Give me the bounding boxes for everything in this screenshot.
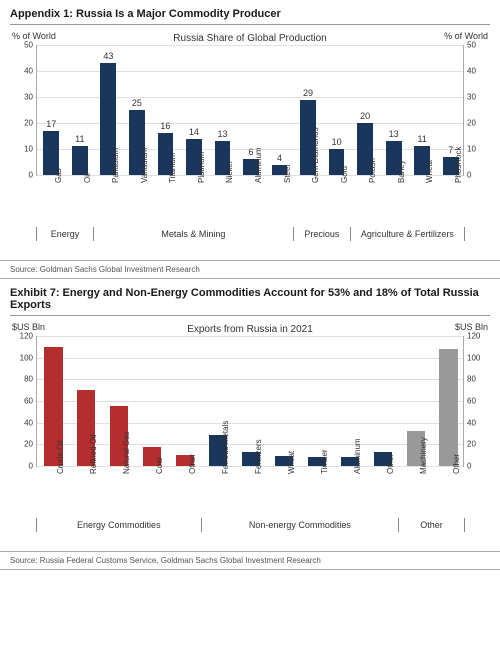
ytick: 120: [15, 332, 33, 341]
ytick: 50: [467, 41, 485, 50]
category-label: Other: [188, 454, 197, 474]
chart1-source: Source: Goldman Sachs Global Investment …: [0, 260, 500, 279]
category-label: Barley: [397, 160, 406, 183]
chart1-ylabel-right: % of World: [444, 31, 488, 41]
chart1-title: Appendix 1: Russia Is a Major Commodity …: [10, 8, 490, 25]
category-label: Aluminum: [353, 438, 362, 474]
category-label: Coal: [155, 458, 164, 474]
ytick: 80: [467, 375, 485, 384]
ytick: 10: [15, 145, 33, 154]
chart1-plot: 0010102020303040405050171143251614136429…: [36, 45, 464, 176]
ytick: 100: [15, 353, 33, 362]
chart1-groups: EnergyMetals & MiningPreciousAgriculture…: [36, 227, 464, 243]
chart1-panel: Appendix 1: Russia Is a Major Commodity …: [0, 0, 500, 260]
bar-value: 29: [303, 88, 313, 98]
ytick: 20: [15, 440, 33, 449]
group-label: Non-energy Commodities: [201, 518, 400, 532]
chart2-subtitle: Exports from Russia in 2021: [10, 324, 490, 335]
ytick: 0: [15, 171, 33, 180]
ytick: 20: [467, 440, 485, 449]
category-label: Other: [452, 454, 461, 474]
bar-value: 25: [132, 98, 142, 108]
ytick: 10: [467, 145, 485, 154]
chart2-panel: Exhibit 7: Energy and Non-Energy Commodi…: [0, 279, 500, 551]
bar-value: 43: [103, 51, 113, 61]
group-label: Agriculture & Fertilizers: [350, 227, 465, 241]
bar-value: 10: [332, 137, 342, 147]
bar: [439, 349, 457, 466]
category-label: Titanium: [168, 153, 177, 183]
ytick: 40: [467, 67, 485, 76]
bar-value: 16: [160, 121, 170, 131]
category-label: Gem Diamonds: [311, 127, 320, 183]
group-label: Energy: [36, 227, 94, 241]
category-label: Aluminum: [254, 147, 263, 183]
ytick: 60: [15, 397, 33, 406]
ytick: 40: [15, 418, 33, 427]
ytick: 0: [467, 171, 485, 180]
ytick: 80: [15, 375, 33, 384]
category-label: Natural Gas: [122, 431, 131, 474]
category-label: Gold: [340, 166, 349, 183]
bar-value: 11: [418, 134, 427, 144]
chart2-ylabel-right: $US Bln: [455, 322, 488, 332]
category-label: PhosRock: [454, 147, 463, 183]
category-label: Ferrous Metals: [221, 421, 230, 474]
chart1-area: % of World Russia Share of Global Produc…: [10, 31, 490, 256]
bar-value: 17: [46, 119, 56, 129]
category-label: Nickel: [225, 161, 234, 183]
category-label: Fertilizers: [254, 439, 263, 474]
category-label: Platinum: [197, 152, 206, 183]
category-label: Crude Oil: [56, 440, 65, 474]
category-label: Other: [386, 454, 395, 474]
chart2-plot: 002020404060608080100100120120: [36, 336, 464, 467]
ytick: 30: [467, 93, 485, 102]
category-label: Wheat: [425, 160, 434, 183]
ytick: 40: [15, 67, 33, 76]
chart2-title: Exhibit 7: Energy and Non-Energy Commodi…: [10, 287, 490, 316]
category-label: Potash: [368, 158, 377, 183]
bar: [72, 146, 88, 175]
category-label: Timber: [320, 449, 329, 474]
group-label: Other: [398, 518, 465, 532]
category-label: Palladium: [111, 148, 120, 183]
category-label: Vanadium: [140, 148, 149, 183]
bar-value: 13: [217, 129, 227, 139]
bar-value: 4: [277, 153, 282, 163]
bar-value: 11: [75, 134, 84, 144]
group-label: Metals & Mining: [93, 227, 294, 241]
ytick: 40: [467, 418, 485, 427]
ytick: 50: [15, 41, 33, 50]
bar-value: 20: [360, 111, 370, 121]
group-label: Precious: [293, 227, 351, 241]
chart2-source: Source: Russia Federal Customs Service, …: [0, 551, 500, 570]
category-label: Steel: [283, 165, 292, 183]
ytick: 20: [15, 119, 33, 128]
chart1-subtitle: Russia Share of Global Production: [10, 33, 490, 44]
chart2-area: $US Bln Exports from Russia in 2021 $US …: [10, 322, 490, 547]
ytick: 0: [467, 462, 485, 471]
ytick: 20: [467, 119, 485, 128]
ytick: 100: [467, 353, 485, 362]
ytick: 30: [15, 93, 33, 102]
ytick: 0: [15, 462, 33, 471]
ytick: 60: [467, 397, 485, 406]
category-label: Gas: [54, 168, 63, 183]
bar-value: 6: [248, 147, 253, 157]
bar-value: 14: [189, 127, 199, 137]
bar-value: 13: [389, 129, 399, 139]
ytick: 120: [467, 332, 485, 341]
category-label: Machinery: [419, 437, 428, 474]
bar-value: 7: [448, 145, 453, 155]
category-label: Wheat: [287, 451, 296, 474]
category-label: Oil: [83, 173, 92, 183]
group-label: Energy Commodities: [36, 518, 202, 532]
chart2-groups: Energy CommoditiesNon-energy Commodities…: [36, 518, 464, 534]
category-label: Refined Oil: [89, 434, 98, 474]
